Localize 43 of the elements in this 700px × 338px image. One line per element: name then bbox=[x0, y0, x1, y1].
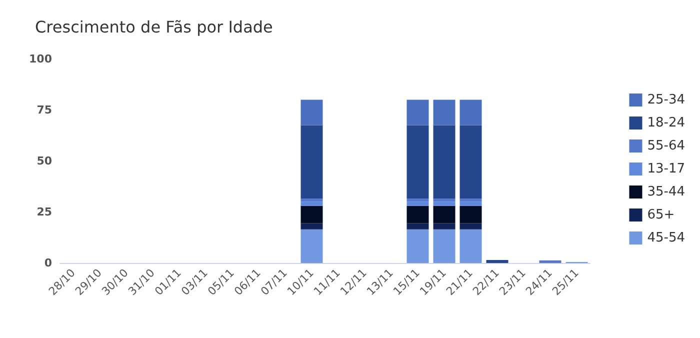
bar bbox=[300, 229, 323, 263]
bar bbox=[486, 260, 508, 263]
bar bbox=[300, 206, 323, 224]
bar bbox=[406, 198, 429, 202]
y-tick-label: 50 bbox=[36, 154, 52, 168]
legend-label: 18-24 bbox=[647, 116, 686, 130]
bar bbox=[406, 202, 429, 206]
bar bbox=[460, 229, 482, 263]
y-tick-label: 25 bbox=[36, 206, 52, 218]
legend-label: 45-54 bbox=[647, 230, 686, 246]
bar bbox=[433, 206, 456, 224]
y-tick-label: 0 bbox=[44, 256, 52, 270]
y-tick-label: 100 bbox=[29, 52, 52, 66]
bar bbox=[433, 223, 456, 230]
bar bbox=[406, 206, 429, 224]
legend-label: 13-17 bbox=[647, 162, 686, 176]
bar bbox=[300, 198, 323, 202]
bar bbox=[300, 223, 323, 230]
bar bbox=[460, 206, 482, 224]
legend-label: 35-44 bbox=[647, 184, 686, 200]
chart-title: Crescimento de Fãs por Idade bbox=[35, 18, 273, 36]
bar bbox=[433, 202, 456, 206]
bar bbox=[460, 202, 482, 206]
bar bbox=[406, 223, 429, 230]
bar bbox=[406, 100, 429, 126]
y-tick-label: 75 bbox=[36, 104, 52, 116]
bar bbox=[300, 202, 323, 206]
bar bbox=[460, 223, 482, 230]
bar bbox=[406, 125, 429, 199]
bar bbox=[460, 198, 482, 202]
bar bbox=[433, 125, 456, 199]
bar bbox=[539, 260, 562, 263]
bar bbox=[433, 100, 456, 126]
legend-label: 55-64 bbox=[647, 138, 686, 154]
bar bbox=[433, 198, 456, 202]
bar bbox=[460, 125, 482, 199]
legend-label: 65+ bbox=[647, 208, 675, 222]
bar bbox=[300, 125, 323, 199]
bar bbox=[300, 100, 323, 126]
bar bbox=[433, 229, 456, 263]
bar bbox=[460, 100, 482, 126]
legend-label: 25-34 bbox=[647, 92, 686, 108]
bar bbox=[406, 229, 429, 263]
